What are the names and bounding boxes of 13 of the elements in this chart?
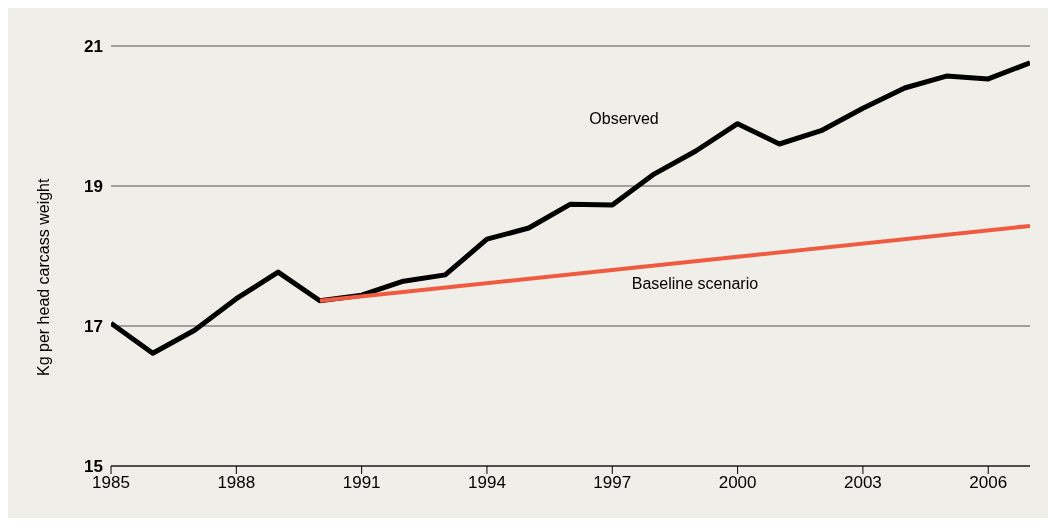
x-tick-label: 1997 [593,473,632,493]
y-axis-title: Kg per head carcass weight [34,178,52,376]
x-tick-label: 1991 [342,473,381,493]
x-tick-label: 2003 [844,473,882,493]
x-tick-label: 2000 [718,473,757,493]
y-tick-label: 19 [84,177,103,197]
y-tick-label: 17 [84,317,103,337]
x-tick-label: 1994 [468,473,506,493]
x-tick-label: 2006 [969,473,1008,493]
y-tick-label: 21 [84,37,103,57]
series-label: Baseline scenario [631,275,759,293]
text: Observed [589,110,659,128]
x-tick-label: 1988 [217,473,256,493]
